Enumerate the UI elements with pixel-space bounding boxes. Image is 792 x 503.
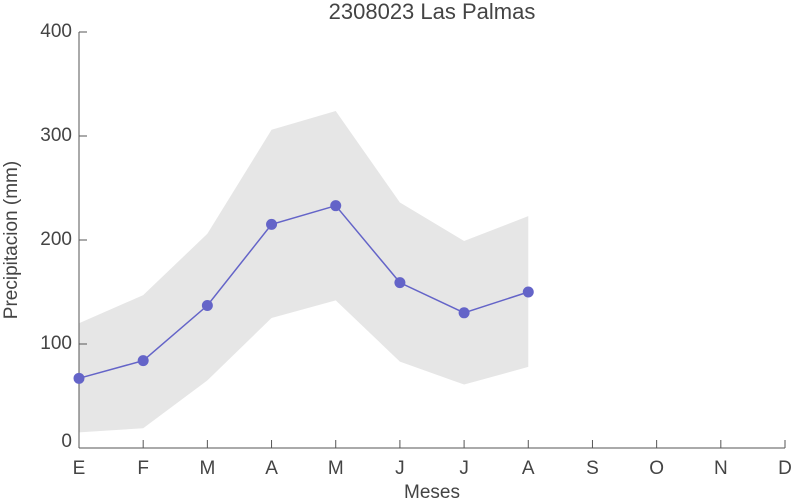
- point: [266, 218, 278, 230]
- point: [330, 200, 342, 212]
- point: [201, 300, 213, 312]
- x-tick-label: J: [395, 458, 405, 479]
- x-tick-label: M: [328, 458, 344, 479]
- x-tick-label: O: [649, 458, 664, 479]
- y-tick-label: 300: [40, 125, 72, 146]
- point: [73, 372, 85, 384]
- x-tick-label: D: [778, 458, 792, 479]
- y-axis-label: Precipitacion (mm): [1, 161, 22, 319]
- x-tick-label: E: [73, 458, 86, 479]
- chart-title: 2308023 Las Palmas: [329, 0, 536, 24]
- point: [137, 355, 149, 367]
- point: [522, 286, 534, 298]
- x-axis-label: Meses: [404, 482, 460, 503]
- x-tick-label: S: [586, 458, 599, 479]
- x-tick-label: A: [265, 458, 278, 479]
- x-tick-label: M: [199, 458, 215, 479]
- x-tick-label: F: [137, 458, 149, 479]
- y-tick-label: 0: [61, 431, 72, 452]
- point: [458, 307, 470, 319]
- point: [394, 277, 406, 289]
- line: [78, 204, 529, 380]
- y-tick-label: 200: [40, 229, 72, 250]
- y-tick-label: 100: [40, 333, 72, 354]
- x-tick-label: A: [522, 458, 535, 479]
- y-tick-label: 400: [40, 21, 72, 42]
- x-tick-label: N: [714, 458, 728, 479]
- x-tick-label: J: [459, 458, 469, 479]
- band: [79, 111, 529, 433]
